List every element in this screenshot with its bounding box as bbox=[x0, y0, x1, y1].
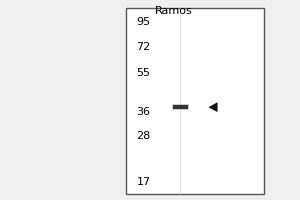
Text: 36: 36 bbox=[136, 107, 151, 117]
Text: 95: 95 bbox=[136, 17, 151, 27]
Text: 72: 72 bbox=[136, 42, 151, 52]
FancyBboxPatch shape bbox=[172, 104, 188, 110]
Polygon shape bbox=[208, 102, 217, 112]
Text: Ramos: Ramos bbox=[155, 6, 193, 16]
FancyBboxPatch shape bbox=[172, 104, 188, 110]
FancyBboxPatch shape bbox=[172, 105, 188, 109]
Text: 28: 28 bbox=[136, 131, 151, 141]
Text: 17: 17 bbox=[136, 177, 151, 187]
FancyBboxPatch shape bbox=[126, 8, 264, 194]
Text: 55: 55 bbox=[136, 68, 151, 78]
